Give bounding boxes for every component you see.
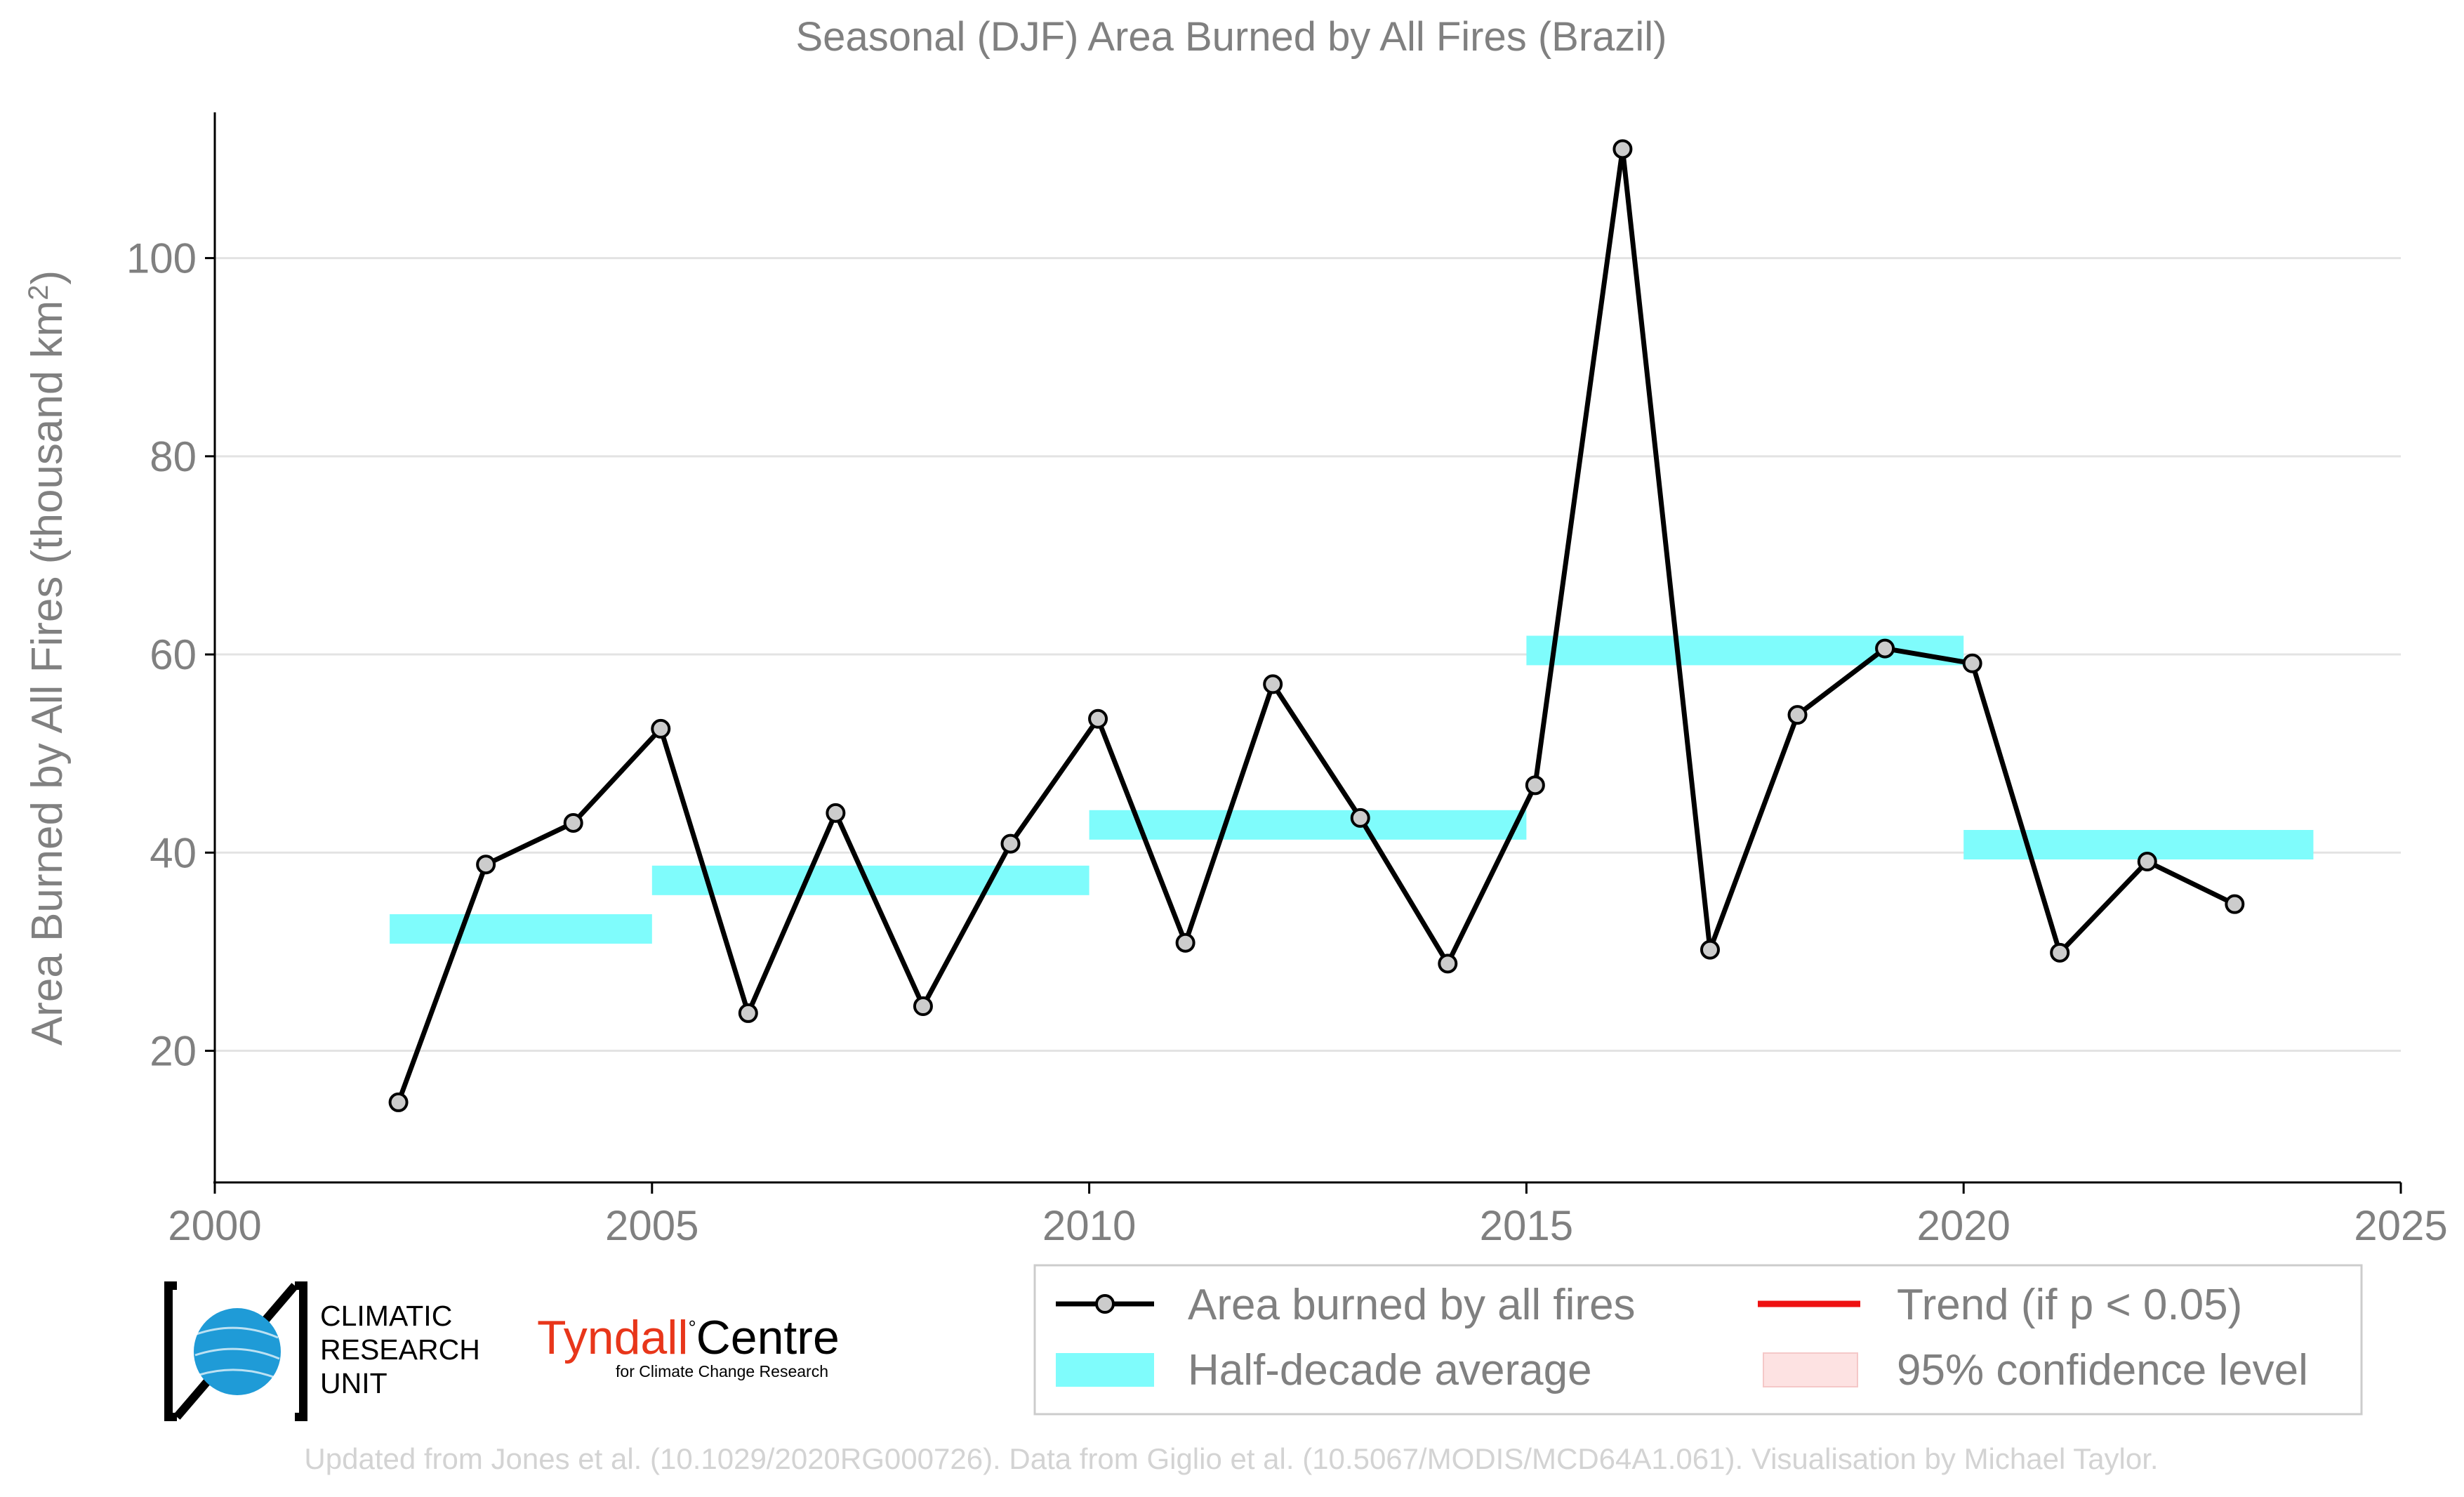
data-point-8 — [1088, 708, 1108, 729]
globe-lines — [194, 1326, 280, 1379]
data-point-2 — [563, 812, 583, 833]
cru-logo-line1: CLIMATIC — [320, 1300, 452, 1332]
x-tick-label-2020: 2020 — [1916, 1202, 2010, 1249]
data-point-10 — [1263, 674, 1283, 694]
y-tick-label-100: 100 — [126, 235, 197, 282]
legend-confidence-swatch — [1763, 1352, 1858, 1387]
data-point-9 — [1175, 932, 1195, 953]
data-point-5 — [826, 803, 846, 823]
legend: Area burned by all fires Trend (if p < 0… — [1033, 1264, 2363, 1416]
half-decade-average-bar-0 — [390, 914, 652, 944]
legend-average-swatch — [1056, 1353, 1154, 1387]
tyndall-logo: Tyndall°Centre for Climate Change Resear… — [537, 1311, 840, 1380]
cru-logo: CLIMATIC RESEARCH UNIT — [164, 1281, 480, 1421]
x-tick-label-2005: 2005 — [605, 1202, 698, 1249]
data-point-19 — [2050, 942, 2070, 963]
x-tick-labels: 2000 2005 2010 2015 2020 2025 — [168, 1202, 2447, 1249]
x-tick-label-2000: 2000 — [168, 1202, 261, 1249]
data-point-17 — [1875, 638, 1895, 659]
cru-bracket-right — [295, 1281, 307, 1421]
axes — [213, 112, 2402, 1194]
footer-credits: Updated from Jones et al. (10.1029/2020R… — [304, 1442, 2158, 1475]
y-tick-labels: 20 40 60 80 100 — [126, 235, 197, 1075]
cru-logo-line3: UNIT — [320, 1367, 388, 1399]
data-point-7 — [1000, 833, 1021, 854]
data-point-18 — [1962, 653, 1982, 673]
y-tick-label-60: 60 — [150, 631, 197, 678]
data-point-3 — [651, 718, 671, 739]
x-tick-label-2025: 2025 — [2354, 1202, 2447, 1249]
data-point-14 — [1612, 139, 1633, 159]
legend-marker-swatch — [1095, 1294, 1115, 1314]
legend-label-trend: Trend (if p < 0.05) — [1897, 1281, 2242, 1329]
series-markers — [388, 139, 2245, 1112]
cru-bracket-left — [164, 1281, 177, 1421]
y-axis-label: Area Burned by All Fires (thousand km2) — [23, 270, 72, 1046]
data-point-1 — [476, 855, 496, 875]
series-line — [396, 146, 2236, 1104]
y-tick-label-80: 80 — [150, 433, 197, 480]
x-tick-label-2015: 2015 — [1480, 1202, 1573, 1249]
data-point-20 — [2137, 852, 2157, 871]
tyndall-logo-text: Tyndall°Centre — [537, 1311, 840, 1364]
half-decade-average-bars — [390, 635, 2314, 944]
half-decade-average-bar-4 — [1963, 830, 2314, 860]
data-point-6 — [913, 996, 933, 1017]
data-point-0 — [388, 1092, 409, 1112]
data-point-21 — [2225, 894, 2245, 914]
legend-label-half-decade: Half-decade average — [1188, 1346, 1592, 1394]
y-tick-label-40: 40 — [150, 829, 197, 876]
y-tick-label-20: 20 — [150, 1028, 197, 1075]
data-point-11 — [1350, 807, 1370, 828]
legend-label-area-burned: Area burned by all fires — [1188, 1281, 1636, 1329]
data-point-4 — [738, 1003, 758, 1023]
data-point-15 — [1700, 939, 1720, 960]
legend-label-confidence: 95% confidence level — [1897, 1346, 2308, 1394]
chart-title: Seasonal (DJF) Area Burned by All Fires … — [796, 14, 1667, 60]
cru-logo-line2: RESEARCH — [320, 1333, 480, 1366]
grid-lines — [205, 257, 2401, 1053]
tyndall-logo-subtitle: for Climate Change Research — [616, 1362, 828, 1380]
x-tick-label-2010: 2010 — [1042, 1202, 1136, 1249]
data-point-12 — [1438, 954, 1458, 974]
half-decade-average-bar-2 — [1089, 810, 1527, 840]
legend-box — [1033, 1264, 2363, 1416]
series-line-area-burned — [396, 146, 2236, 1104]
data-point-16 — [1787, 705, 1808, 725]
data-point-13 — [1525, 775, 1545, 796]
